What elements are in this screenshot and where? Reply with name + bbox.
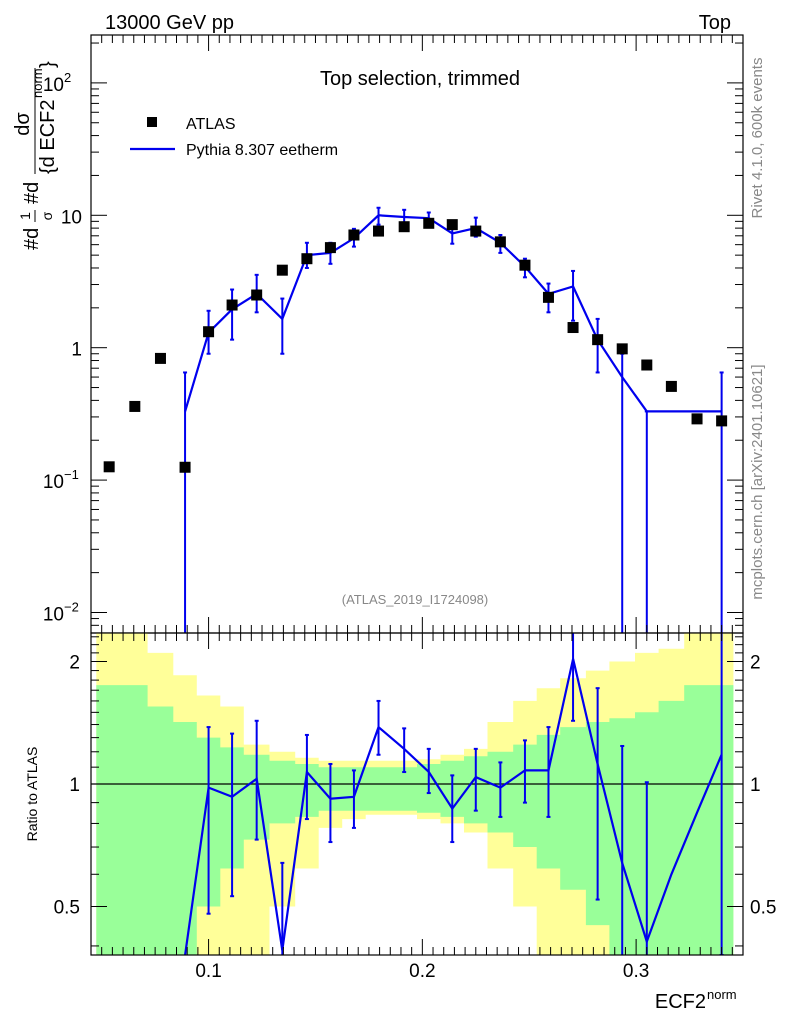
- ratio-y-tick-label: 2: [69, 653, 80, 674]
- x-tick-label: 0.2: [409, 961, 435, 982]
- y-label-frac-top: 1: [17, 212, 33, 220]
- atlas-data-point: [179, 461, 191, 473]
- atlas-data-point: [203, 326, 215, 338]
- atlas-data-point: [592, 334, 604, 346]
- ratio-panel: 0.1 0.2 0.3 0.5 0.5 1 1 2 2 Ratio to ATLAS: [24, 632, 776, 982]
- atlas-data-point: [154, 352, 166, 364]
- atlas-data-point: [129, 400, 141, 412]
- rivet-version-label: Rivet 4.1.0, 600k events: [749, 58, 766, 219]
- ratio-y-tick-label: 0.5: [54, 897, 80, 918]
- y-label-mid: #d: [21, 182, 43, 204]
- ratio-y-tick-label: 1: [69, 775, 80, 796]
- header-energy-label: 13000 GeV pp: [105, 12, 234, 34]
- analysis-id-label: (ATLAS_2019_I1724098): [342, 592, 488, 607]
- legend: ATLAS Pythia 8.307 eetherm: [130, 116, 338, 159]
- y-tick-label-exponent: 2: [64, 70, 71, 85]
- atlas-data-point: [470, 225, 482, 237]
- ratio-y-tick-label-right: 1: [750, 775, 761, 796]
- atlas-data-point: [691, 413, 703, 425]
- y-tick-label: 1: [71, 340, 82, 361]
- atlas-data-point: [301, 253, 313, 265]
- y-label-prefix: #d: [21, 228, 43, 250]
- ratio-panel-frame: [90, 632, 744, 956]
- x-axis-label: ECF2: [655, 991, 706, 1013]
- atlas-data-point: [226, 299, 238, 311]
- y-label-brace: }: [37, 61, 59, 68]
- y-tick-label: 10: [43, 75, 64, 96]
- atlas-data-point: [423, 217, 435, 229]
- y-tick-label: 10: [43, 604, 64, 625]
- legend-pythia-label: Pythia 8.307 eetherm: [186, 142, 338, 159]
- atlas-data-point: [494, 236, 506, 248]
- atlas-data-point: [716, 415, 728, 427]
- y-label-frac-bottom: σ: [39, 211, 55, 220]
- y-tick-label-exponent: −1: [64, 467, 79, 482]
- atlas-data-point: [616, 343, 628, 355]
- y-label-denominator: {d ECF2: [37, 100, 59, 174]
- atlas-data-point: [519, 259, 531, 271]
- ratio-series-line: [184, 658, 723, 955]
- atlas-data-point: [398, 221, 410, 233]
- atlas-data-point: [251, 289, 263, 301]
- header-process-label: Top: [699, 12, 731, 34]
- ratio-y-label: Ratio to ATLAS: [24, 747, 40, 842]
- y-tick-label: 10: [61, 207, 82, 228]
- mcplots-source-label: mcplots.cern.ch [arXiv:2401.10621]: [749, 364, 766, 599]
- atlas-data-point: [446, 219, 458, 231]
- legend-atlas-label: ATLAS: [186, 116, 236, 133]
- ratio-inner-band: [96, 685, 734, 955]
- ratio-y-tick-label-right: 2: [750, 653, 761, 674]
- atlas-data-point: [276, 264, 288, 276]
- legend-atlas-marker: [147, 117, 157, 127]
- atlas-data-point: [542, 291, 554, 303]
- atlas-data-point: [567, 322, 579, 334]
- mc-series-line: [184, 214, 722, 413]
- atlas-data-point: [665, 380, 677, 392]
- x-axis-label-superscript: norm: [707, 987, 737, 1002]
- atlas-data-point: [641, 359, 653, 371]
- y-tick-label: 10: [43, 472, 64, 493]
- y-tick-label-exponent: −2: [64, 599, 79, 614]
- ratio-y-tick-label-right: 0.5: [750, 897, 776, 918]
- atlas-data-point: [373, 225, 385, 237]
- y-label-superscript: norm: [30, 68, 45, 98]
- y-label-numerator: dσ: [12, 112, 34, 136]
- atlas-data-point: [348, 229, 360, 241]
- x-tick-label: 0.3: [623, 961, 649, 982]
- atlas-data-point: [324, 242, 336, 254]
- y-axis-label: #d 1 σ #d dσ {d ECF2 norm }: [12, 61, 59, 250]
- atlas-data-point: [103, 461, 115, 473]
- x-tick-label: 0.1: [195, 961, 221, 982]
- panel-title: Top selection, trimmed: [320, 68, 520, 90]
